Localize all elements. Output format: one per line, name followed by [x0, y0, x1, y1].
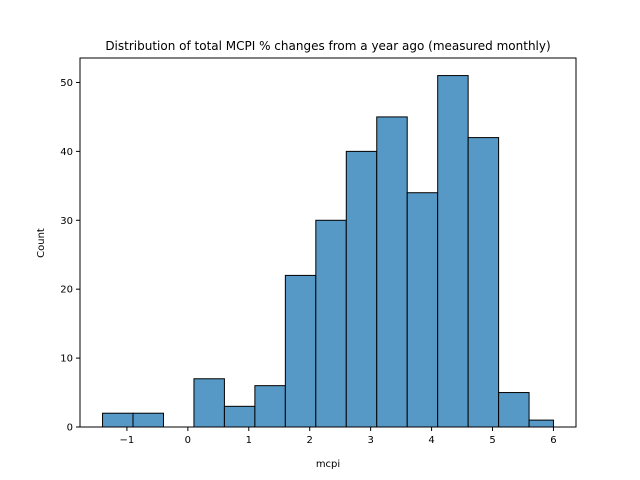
x-tick-label: 2 [307, 435, 313, 446]
plot-frame [79, 57, 577, 428]
y-tick-label: 20 [60, 285, 73, 296]
y-tick-label: 10 [60, 354, 73, 365]
y-tick-label: 30 [60, 216, 73, 227]
histogram-bar [467, 137, 500, 428]
x-tick-label: 3 [367, 435, 373, 446]
y-axis-label: Count [36, 228, 47, 258]
histogram-bar [528, 419, 554, 428]
x-tick-label: 5 [489, 435, 495, 446]
x-axis-label: mcpi [316, 459, 340, 470]
x-tick-label: 1 [246, 435, 252, 446]
histogram-bar [223, 405, 256, 428]
x-tick-label: −1 [120, 435, 135, 446]
histogram-bar [315, 219, 347, 428]
x-axis-ticks: −1 0 1 2 3 4 5 6 [120, 427, 557, 446]
bars-group [102, 75, 554, 428]
x-tick-label: 0 [185, 435, 191, 446]
histogram-bar [254, 385, 286, 428]
histogram-bar [284, 274, 317, 428]
y-tick-label: 50 [60, 78, 73, 89]
histogram-bar [345, 150, 378, 428]
y-tick-label: 0 [67, 423, 73, 434]
y-axis-ticks: 0 10 20 30 40 50 [60, 78, 80, 434]
x-tick-label: 4 [428, 435, 434, 446]
histogram-bar [498, 392, 530, 428]
histogram-bar [376, 116, 408, 428]
chart-title: Distribution of total MCPI % changes fro… [105, 39, 550, 53]
x-tick-label: 6 [550, 435, 556, 446]
y-tick-label: 40 [60, 147, 73, 158]
histogram-bar [102, 412, 134, 428]
histogram-bar [193, 378, 225, 428]
histogram-bar [406, 192, 439, 428]
histogram-bar [437, 75, 469, 428]
histogram-bar [132, 412, 164, 428]
